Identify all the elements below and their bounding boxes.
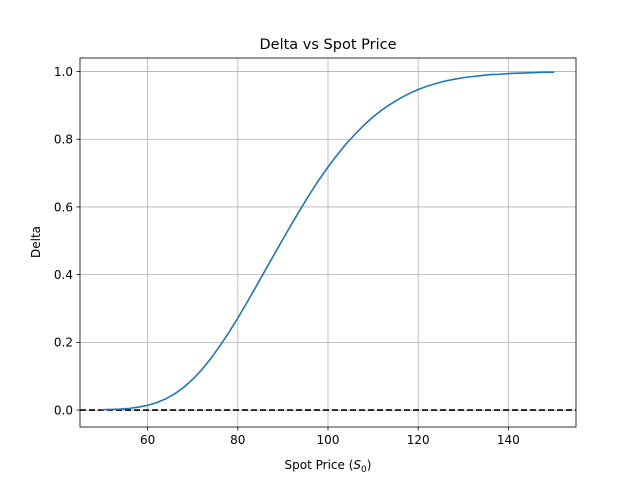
x-axis-ticks: 60 80 100 120 140 (140, 427, 520, 447)
y-tick-label: 1.0 (54, 65, 73, 79)
series-layer (101, 71, 555, 411)
y-axis-ticks: 0.0 0.2 0.4 0.6 0.8 1.0 (54, 65, 80, 417)
x-tick-label: 120 (407, 433, 430, 447)
y-tick-label: 0.4 (54, 268, 73, 282)
x-axis-label: Spot Price (S0) (285, 458, 372, 475)
x-axis-label-main: Spot Price ( (285, 458, 354, 472)
x-tick-label: 60 (140, 433, 155, 447)
y-tick-label: 0.8 (54, 133, 73, 147)
chart-title: Delta vs Spot Price (260, 37, 397, 53)
delta-series-line (101, 71, 555, 411)
x-axis-label-variable: S (353, 458, 361, 472)
x-axis-label-close: ) (367, 458, 372, 472)
y-axis-label: Delta (29, 226, 43, 258)
y-tick-label: 0.0 (54, 403, 73, 417)
x-tick-label: 80 (230, 433, 245, 447)
grid (80, 58, 576, 427)
x-axis-label-subscript: 0 (361, 465, 367, 475)
x-tick-label: 140 (497, 433, 520, 447)
y-tick-label: 0.6 (54, 200, 73, 214)
x-tick-label: 100 (317, 433, 340, 447)
y-tick-label: 0.2 (54, 336, 73, 350)
